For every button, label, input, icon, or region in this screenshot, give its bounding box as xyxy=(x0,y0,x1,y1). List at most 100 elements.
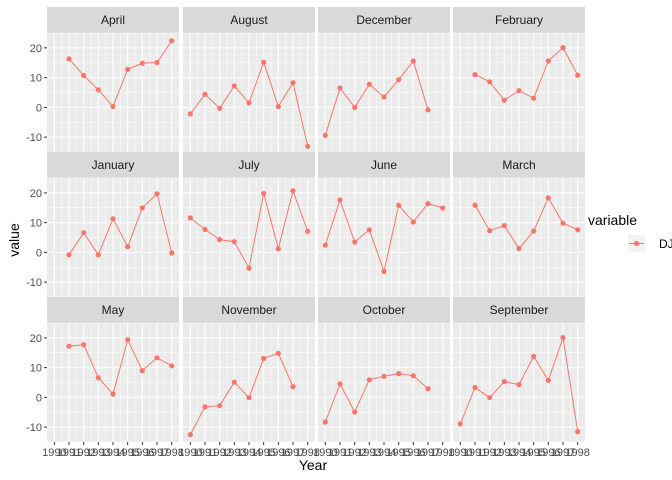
x-tick-label: 1997 xyxy=(551,447,575,459)
facet-panel: April xyxy=(47,7,179,153)
data-point xyxy=(545,58,551,64)
data-point xyxy=(231,379,237,385)
facet-strip-label: September xyxy=(490,303,549,317)
facet-strip xyxy=(318,152,450,178)
series-line xyxy=(68,338,172,396)
data-point xyxy=(217,403,223,409)
x-tick-label: 1998 xyxy=(565,447,589,459)
data-point xyxy=(396,202,402,208)
facet-strip-label: July xyxy=(238,158,259,172)
data-point xyxy=(275,103,281,110)
data-point xyxy=(396,77,402,83)
data-point xyxy=(337,197,343,203)
x-tick-label: 1993 xyxy=(222,447,246,459)
facet-strip xyxy=(318,297,450,323)
data-point xyxy=(110,391,116,397)
facet-strip-label: August xyxy=(230,13,268,27)
data-point xyxy=(139,368,145,374)
data-point xyxy=(560,220,566,226)
legend: variable DJIA xyxy=(588,212,672,252)
data-point xyxy=(366,227,372,233)
y-tick-label: 10 xyxy=(30,218,42,230)
data-point xyxy=(322,132,328,138)
x-tick-label: 1990 xyxy=(178,447,202,459)
data-point xyxy=(425,107,431,113)
data-point xyxy=(110,216,116,222)
y-axis-title: value xyxy=(6,223,22,257)
data-point xyxy=(575,429,581,435)
facet-strip-label: December xyxy=(356,13,411,27)
facet-strip xyxy=(453,297,585,323)
facet-strip xyxy=(318,7,450,33)
x-tick-label: 1992 xyxy=(207,447,231,459)
data-point xyxy=(125,66,131,72)
facet-panel: October xyxy=(318,297,450,443)
x-tick-label: 1996 xyxy=(401,447,425,459)
panels-layer: April August December February January July Ju… xyxy=(47,7,585,443)
data-point xyxy=(440,205,446,211)
series-line xyxy=(474,46,579,101)
x-tick-label: 1997 xyxy=(416,447,440,459)
data-point xyxy=(95,252,101,258)
x-axis-title: Year xyxy=(299,457,328,473)
legend-title: variable xyxy=(588,212,637,228)
facet-panel: November xyxy=(183,297,315,443)
y-tick-label: 0 xyxy=(36,102,42,114)
y-tick-label: -10 xyxy=(26,277,42,289)
data-point xyxy=(66,252,72,258)
axes-layer: -1001020-1001020-10010201990199119921993… xyxy=(26,43,590,459)
data-point xyxy=(560,335,566,341)
data-point xyxy=(154,59,160,66)
data-point xyxy=(516,88,522,94)
data-point xyxy=(202,226,208,233)
data-point xyxy=(410,58,416,64)
facet-strip-label: June xyxy=(371,158,397,172)
facet-strip-label: November xyxy=(221,303,276,317)
x-tick-label: 1991 xyxy=(328,447,352,459)
data-point xyxy=(516,382,522,388)
data-point xyxy=(231,83,237,89)
data-point xyxy=(396,371,402,377)
x-tick-label: 1992 xyxy=(477,447,501,459)
facet-strip xyxy=(453,152,585,178)
facet-panel: February xyxy=(453,7,585,153)
data-point xyxy=(169,250,175,256)
x-tick-label: 1993 xyxy=(86,447,110,459)
x-tick-label: 1998 xyxy=(430,447,454,459)
facet-strip xyxy=(47,152,179,178)
x-tick-label: 1994 xyxy=(507,447,531,459)
data-point xyxy=(575,227,581,233)
facet-strip-label: October xyxy=(363,303,406,317)
x-tick-label: 1995 xyxy=(115,447,139,459)
data-point xyxy=(261,355,267,361)
x-tick-label: 1998 xyxy=(159,447,183,459)
data-point xyxy=(187,215,193,221)
data-point xyxy=(231,239,237,245)
y-tick-label: 20 xyxy=(30,333,42,345)
data-point xyxy=(246,265,252,271)
x-tick-label: 1998 xyxy=(295,447,319,459)
data-point xyxy=(169,363,175,369)
data-point xyxy=(246,395,252,401)
x-tick-label: 1990 xyxy=(42,447,66,459)
data-point xyxy=(81,230,87,236)
facet-panel: June xyxy=(318,152,450,298)
facet-panel: May xyxy=(47,297,179,443)
data-point xyxy=(305,228,311,234)
y-tick-label: -10 xyxy=(26,132,42,144)
data-point xyxy=(81,342,87,348)
data-point xyxy=(217,105,223,111)
data-point xyxy=(154,191,160,197)
facet-strip xyxy=(47,7,179,33)
data-point xyxy=(290,80,296,86)
data-point xyxy=(154,355,160,361)
data-point xyxy=(169,38,175,44)
facet-strip-label: May xyxy=(102,303,125,317)
y-tick-label: 0 xyxy=(36,392,42,404)
data-point xyxy=(202,404,208,410)
facet-strip-label: April xyxy=(101,13,125,27)
x-tick-label: 1991 xyxy=(463,447,487,459)
data-point xyxy=(125,244,131,250)
data-point xyxy=(472,385,478,391)
facet-panel: March xyxy=(453,152,585,298)
